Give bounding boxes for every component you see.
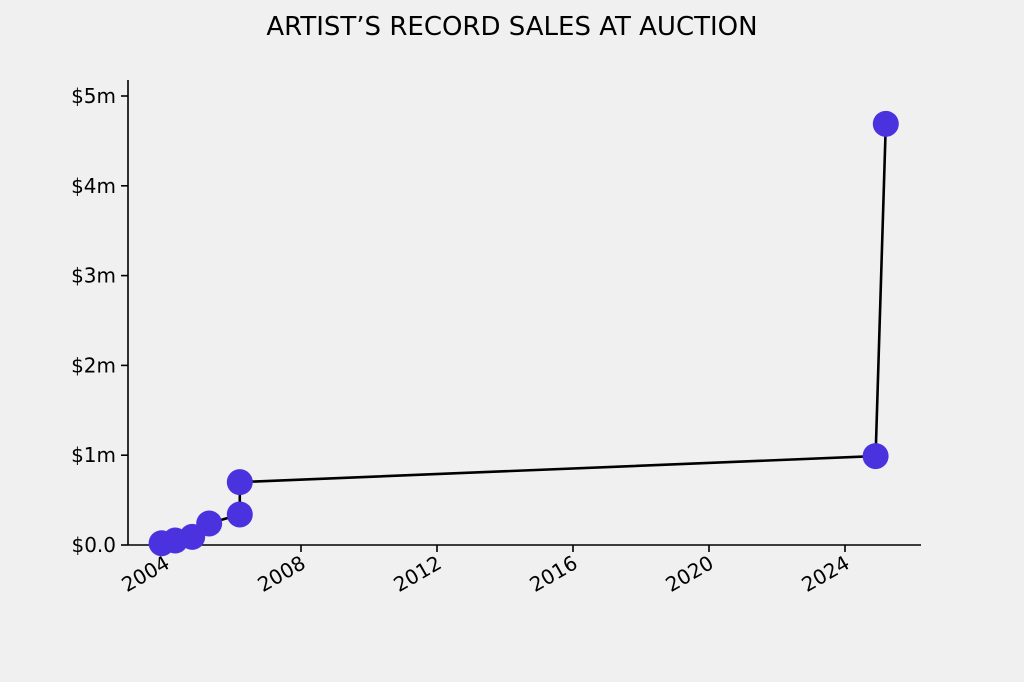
ticks: $0.0 $1m $2m $3m $4m $5m 2004 2008 2012 2016 2020 2… bbox=[71, 84, 853, 597]
x-tick-label: 2012 bbox=[389, 551, 445, 597]
y-tick-label: $1m bbox=[71, 443, 116, 467]
y-tick-label: $5m bbox=[71, 84, 116, 108]
x-tick-label: 2008 bbox=[253, 551, 309, 597]
x-tick-label: 2020 bbox=[661, 551, 717, 597]
data-point bbox=[862, 443, 889, 470]
x-tick-label: 2016 bbox=[525, 551, 581, 597]
y-tick-label: $0.0 bbox=[71, 533, 116, 557]
y-tick-label: $3m bbox=[71, 264, 116, 288]
x-tick-label: 2004 bbox=[117, 551, 173, 597]
y-tick-label: $4m bbox=[71, 174, 116, 198]
data-point bbox=[226, 469, 253, 496]
series bbox=[148, 110, 899, 557]
chart-title: ARTIST’S RECORD SALES AT AUCTION bbox=[266, 12, 757, 42]
x-tick-label: 2024 bbox=[797, 551, 853, 597]
data-point bbox=[226, 501, 253, 528]
series-line bbox=[161, 123, 888, 545]
axes bbox=[127, 80, 921, 546]
y-tick-label: $2m bbox=[71, 353, 116, 377]
data-point bbox=[872, 110, 899, 137]
data-point bbox=[196, 510, 223, 537]
